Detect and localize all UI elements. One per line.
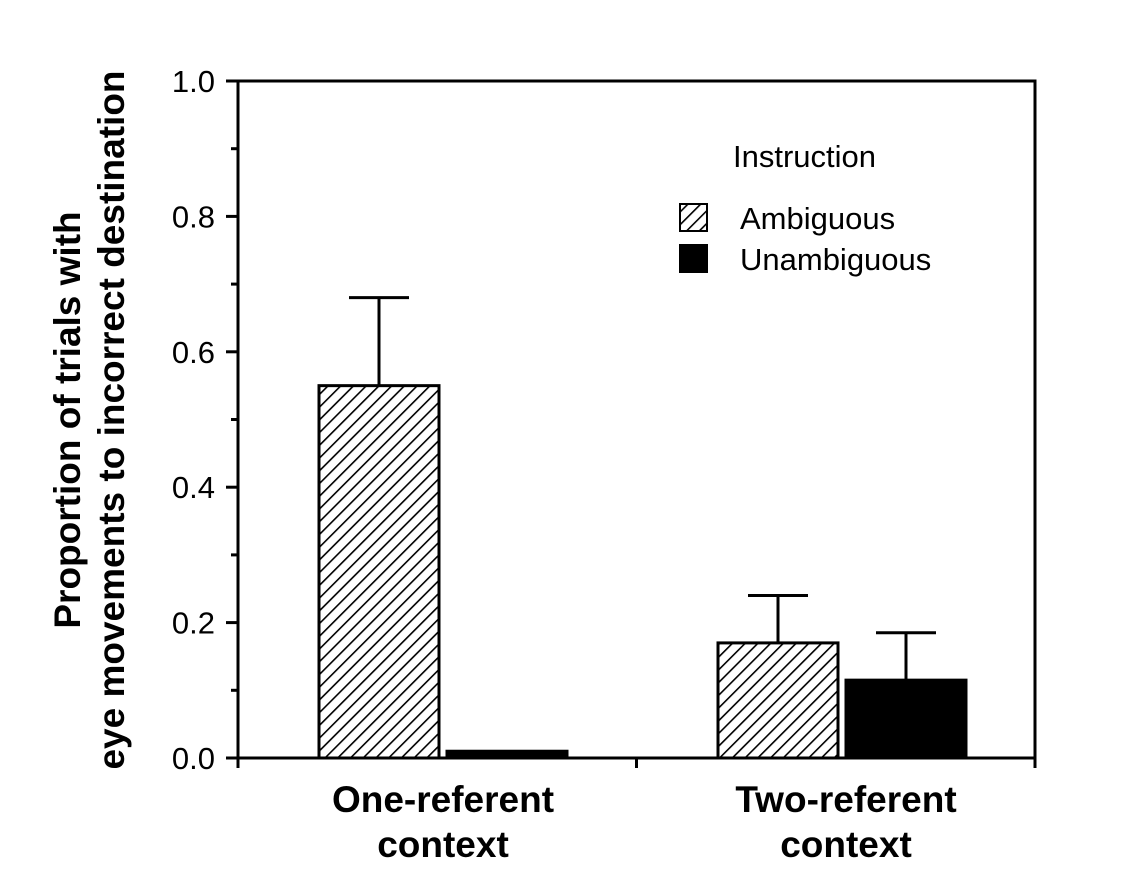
y-axis-label-line-2: eye movements to incorrect destination: [91, 70, 132, 769]
legend-label-ambiguous: Ambiguous: [740, 201, 895, 236]
y-axis-label: Proportion of trials with eye movements …: [47, 70, 132, 769]
bars-group: [317, 384, 968, 760]
legend-swatch-ambiguous: [679, 203, 708, 232]
x-category-label: Two-referent: [735, 779, 956, 820]
legend-title: Instruction: [733, 139, 876, 174]
error-bars-group: [349, 296, 936, 681]
x-category-label: context: [377, 824, 509, 865]
x-category-label: context: [780, 824, 912, 865]
legend-swatch-unambiguous: [679, 244, 708, 273]
y-tick-label: 0.8: [172, 199, 215, 234]
legend-label-unambiguous: Unambiguous: [740, 242, 931, 277]
bar-ambiguous-two-referent: [716, 641, 840, 760]
bar-ambiguous-one-referent: [317, 384, 441, 760]
y-tick-label: 0.4: [172, 470, 215, 505]
bar-unambiguous-one-referent: [445, 749, 569, 760]
y-tick-label: 0.0: [172, 741, 215, 776]
y-axis-label-line-1: Proportion of trials with: [47, 211, 88, 628]
y-tick-label: 0.2: [172, 606, 215, 641]
bar-unambiguous-two-referent: [844, 678, 968, 760]
x-category-label: One-referent: [332, 779, 554, 820]
y-tick-label: 0.6: [172, 335, 215, 370]
y-tick-label: 1.0: [172, 64, 215, 99]
legend: Instruction Ambiguous Unambiguous: [679, 139, 931, 277]
x-axis-ticks: [236, 758, 1037, 768]
y-axis-ticks: 0.0 0.2 0.4 0.6 0.8 1.0: [172, 64, 238, 776]
